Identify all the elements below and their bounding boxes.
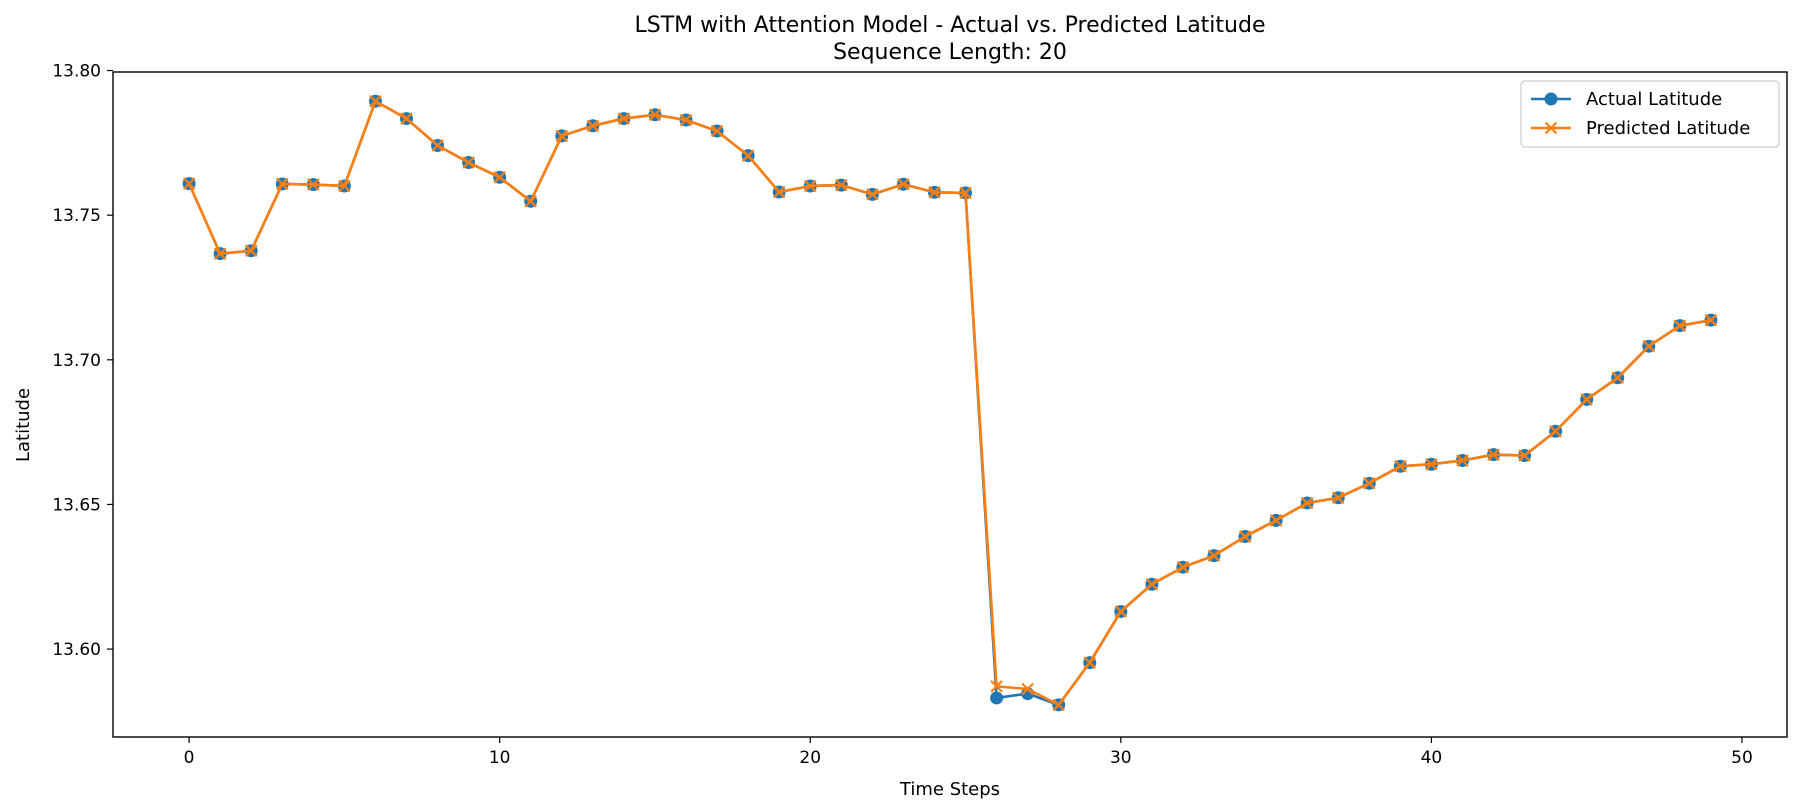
x-tick-label: 50	[1731, 748, 1753, 768]
data-point	[369, 94, 382, 108]
chart-title: LSTM with Attention Model - Actual vs. P…	[634, 13, 1265, 38]
data-point	[493, 171, 506, 184]
data-point	[835, 178, 848, 192]
data-point	[897, 177, 910, 191]
series-actual	[182, 94, 1718, 712]
data-point	[275, 177, 289, 191]
data-point	[1207, 549, 1221, 562]
data-point	[1083, 656, 1097, 669]
data-point	[1269, 514, 1283, 527]
data-point	[990, 680, 1003, 693]
data-point	[648, 108, 662, 122]
x-tick-label: 10	[489, 748, 511, 768]
data-point	[400, 112, 413, 125]
data-point	[307, 178, 320, 191]
data-point	[1145, 577, 1159, 591]
legend-entry: Actual Latitude	[1531, 89, 1722, 110]
data-point	[1052, 698, 1065, 712]
circle-marker-icon	[1544, 92, 1558, 106]
legend-box	[1520, 80, 1780, 148]
data-point	[990, 691, 1004, 705]
data-point	[928, 186, 941, 199]
data-point	[1362, 477, 1376, 490]
legend-label: Predicted Latitude	[1586, 118, 1750, 139]
y-tick-label: 13.80	[52, 62, 101, 82]
data-point	[959, 186, 972, 200]
data-point	[679, 113, 693, 127]
x-tick-label: 30	[1110, 748, 1132, 768]
data-point	[244, 244, 258, 258]
data-point	[1580, 393, 1593, 406]
data-point	[213, 247, 227, 260]
data-point	[1176, 560, 1190, 574]
x-axis-label: Time Steps	[899, 779, 1000, 800]
y-tick-label: 13.75	[52, 206, 101, 226]
data-point	[182, 177, 196, 190]
legend-entry: Predicted Latitude	[1531, 118, 1750, 139]
data-point	[1394, 459, 1407, 473]
data-point	[1021, 682, 1034, 696]
data-point	[1549, 424, 1562, 438]
data-point	[710, 124, 724, 138]
data-point	[1331, 491, 1345, 505]
y-axis-label: Latitude	[13, 388, 34, 462]
y-tick-label: 13.60	[52, 640, 101, 660]
data-point	[1300, 496, 1314, 510]
data-point	[1456, 454, 1469, 467]
data-point	[1238, 530, 1252, 543]
data-point	[1425, 457, 1438, 471]
data-point	[803, 179, 817, 193]
x-tick-label: 40	[1421, 748, 1443, 768]
x-tick-label: 20	[799, 748, 821, 768]
x-tick-label: 0	[184, 748, 195, 768]
data-point	[1518, 449, 1531, 462]
legend: Actual Latitude Predicted Latitude	[1520, 80, 1780, 148]
data-point	[1704, 313, 1718, 327]
data-point	[586, 119, 600, 133]
plot-area	[182, 94, 1718, 712]
data-point	[1611, 371, 1625, 385]
data-point	[431, 139, 444, 152]
series-predicted	[182, 94, 1718, 712]
data-point	[1114, 605, 1128, 618]
y-tick-label: 13.65	[52, 495, 101, 515]
data-point	[524, 195, 538, 208]
data-point	[617, 112, 631, 125]
data-point	[338, 179, 351, 193]
data-point	[772, 185, 786, 199]
data-point	[1642, 339, 1656, 353]
data-point	[741, 149, 755, 162]
chart-subtitle: Sequence Length: 20	[833, 40, 1067, 65]
data-point	[462, 156, 475, 169]
data-point	[555, 129, 569, 143]
y-tick-label: 13.70	[52, 351, 101, 371]
data-point	[866, 188, 879, 201]
series-line	[187, 99, 1712, 707]
data-point	[1673, 319, 1687, 332]
data-point	[1487, 448, 1500, 461]
legend-label: Actual Latitude	[1586, 89, 1722, 110]
axes-frame	[112, 71, 1788, 738]
x-marker-icon	[1544, 121, 1558, 135]
axes: 0 10 20 30 40 50 13.60 13.65 13.70 13.75 13.80	[52, 62, 1788, 768]
